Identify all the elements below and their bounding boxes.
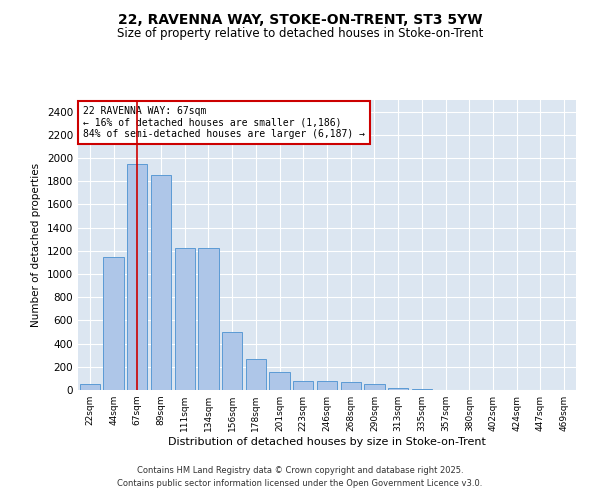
Bar	[293, 380, 313, 390]
Bar	[246, 358, 266, 390]
Text: Contains HM Land Registry data © Crown copyright and database right 2025.
Contai: Contains HM Land Registry data © Crown c…	[118, 466, 482, 487]
Bar	[341, 382, 361, 390]
Bar	[80, 384, 100, 390]
Bar	[269, 372, 290, 390]
Bar	[175, 248, 195, 390]
Bar	[388, 388, 408, 390]
Bar	[127, 164, 148, 390]
X-axis label: Distribution of detached houses by size in Stoke-on-Trent: Distribution of detached houses by size …	[168, 437, 486, 447]
Y-axis label: Number of detached properties: Number of detached properties	[31, 163, 41, 327]
Text: 22 RAVENNA WAY: 67sqm
← 16% of detached houses are smaller (1,186)
84% of semi-d: 22 RAVENNA WAY: 67sqm ← 16% of detached …	[83, 106, 365, 139]
Bar	[222, 332, 242, 390]
Bar	[364, 384, 385, 390]
Bar	[103, 256, 124, 390]
Bar	[199, 248, 218, 390]
Bar	[151, 176, 171, 390]
Bar	[317, 380, 337, 390]
Text: 22, RAVENNA WAY, STOKE-ON-TRENT, ST3 5YW: 22, RAVENNA WAY, STOKE-ON-TRENT, ST3 5YW	[118, 12, 482, 26]
Text: Size of property relative to detached houses in Stoke-on-Trent: Size of property relative to detached ho…	[117, 28, 483, 40]
